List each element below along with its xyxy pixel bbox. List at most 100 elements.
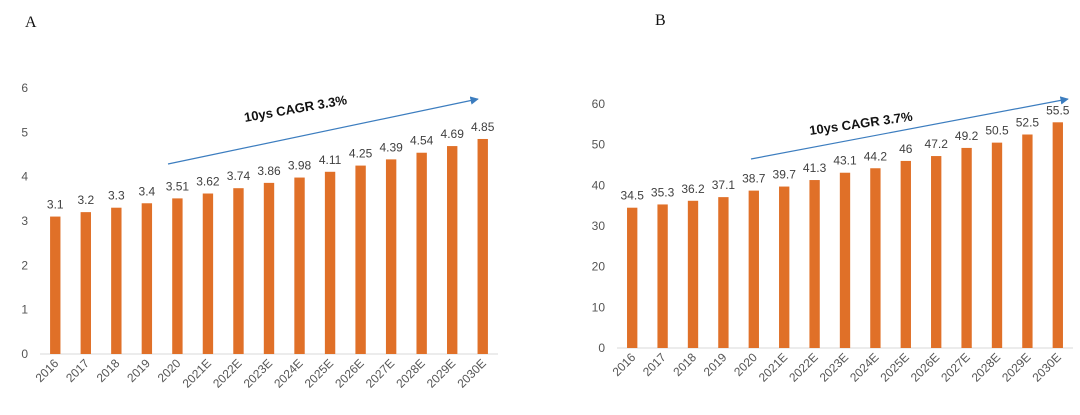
- bar: [447, 146, 458, 354]
- y-tick-label: 6: [21, 81, 28, 95]
- data-label: 55.5: [1046, 103, 1070, 117]
- bar: [657, 204, 668, 348]
- x-tick-label: 2028E: [969, 350, 1003, 384]
- y-tick-label: 60: [592, 97, 606, 111]
- y-tick-label: 50: [592, 138, 606, 152]
- bar: [385, 159, 397, 354]
- x-tick-label: 2016: [33, 356, 62, 385]
- bar: [718, 197, 729, 348]
- x-tick-label: 2027E: [363, 356, 397, 390]
- bar: [263, 182, 275, 354]
- data-label: 3.51: [166, 179, 190, 193]
- data-label: 3.4: [139, 184, 156, 198]
- data-label: 52.5: [1016, 116, 1040, 130]
- x-tick-label: 2029E: [424, 356, 458, 390]
- data-label: 4.39: [379, 140, 403, 154]
- data-label: 3.86: [257, 164, 281, 178]
- y-tick-label: 5: [21, 125, 28, 139]
- data-label: 50.5: [985, 124, 1009, 138]
- x-tick-label: 2024E: [847, 350, 881, 384]
- y-tick-label: 0: [21, 347, 28, 361]
- data-label: 38.7: [742, 172, 766, 186]
- bar: [748, 190, 759, 348]
- data-label: 3.3: [108, 189, 125, 203]
- x-tick-label: 2026E: [332, 356, 366, 390]
- bar: [324, 171, 336, 354]
- bar: [961, 147, 972, 348]
- data-label: 3.62: [196, 175, 220, 189]
- data-label: 43.1: [833, 154, 857, 168]
- x-tick-label: 2029E: [999, 350, 1033, 384]
- data-label: 4.54: [410, 134, 434, 148]
- data-label: 3.1: [47, 198, 64, 212]
- data-label: 3.2: [77, 193, 94, 207]
- y-tick-label: 10: [592, 300, 606, 314]
- x-tick-label: 2023E: [817, 350, 851, 384]
- bar: [839, 172, 851, 348]
- x-tick-label: 2027E: [938, 350, 972, 384]
- data-label: 49.2: [955, 129, 979, 143]
- cagr-arrow: [167, 96, 479, 165]
- y-tick-label: 4: [21, 170, 28, 184]
- bar: [141, 203, 153, 354]
- bar: [809, 180, 820, 348]
- bar: [294, 177, 305, 354]
- data-label: 44.2: [864, 149, 888, 163]
- x-tick-label: 2021E: [180, 356, 214, 390]
- bar: [900, 160, 911, 348]
- y-tick-label: 1: [21, 303, 28, 317]
- bar: [991, 142, 1003, 348]
- chart-a: 0 1 2 3 4 5 6 3.1 2016 3.2 2017 3.3 2018 3.4 2019 3.51 2…: [21, 81, 498, 391]
- panel-b-label: B: [655, 12, 666, 29]
- data-label: 34.5: [621, 189, 645, 203]
- bar: [202, 193, 214, 354]
- cagr-annotation: 10ys CAGR 3.3%: [243, 92, 349, 125]
- y-tick-label: 40: [592, 178, 606, 192]
- x-tick-label: 2023E: [241, 356, 275, 390]
- chart-b: 0 10 20 30 40 50 60 34.5 2016 35.3 2017 36.2 2018 37.…: [592, 96, 1073, 385]
- x-tick-label: 2030E: [454, 356, 488, 390]
- bar: [111, 207, 122, 354]
- y-tick-label: 20: [592, 260, 606, 274]
- x-tick-label: 2022E: [210, 356, 244, 390]
- x-tick-label: 2019: [124, 356, 153, 385]
- x-tick-label: 2022E: [786, 350, 820, 384]
- data-label: 46: [899, 142, 913, 156]
- y-tick-label: 2: [21, 258, 28, 272]
- x-tick-label: 2018: [94, 356, 123, 385]
- x-tick-label: 2019: [701, 350, 730, 379]
- x-tick-label: 2026E: [908, 350, 942, 384]
- data-label: 35.3: [651, 185, 675, 199]
- data-label: 4.25: [349, 147, 373, 161]
- bar: [627, 207, 638, 348]
- bar: [870, 168, 881, 348]
- cagr-arrow: [750, 96, 1069, 160]
- x-tick-label: 2025E: [877, 350, 911, 384]
- bar: [233, 188, 244, 354]
- data-label: 47.2: [925, 137, 949, 151]
- y-tick-label: 3: [21, 214, 28, 228]
- bar: [1022, 134, 1033, 348]
- data-label: 41.3: [803, 161, 827, 175]
- data-label: 4.85: [471, 120, 495, 134]
- bar: [416, 152, 427, 354]
- bar: [172, 198, 183, 354]
- x-tick-label: 2021E: [756, 350, 790, 384]
- x-tick-label: 2028E: [393, 356, 427, 390]
- data-label: 3.98: [288, 159, 312, 173]
- data-label: 4.11: [319, 153, 342, 167]
- data-label: 37.1: [712, 178, 736, 192]
- x-tick-label: 2018: [670, 350, 699, 379]
- cagr-annotation: 10ys CAGR 3.7%: [808, 109, 914, 138]
- x-tick-label: 2025E: [302, 356, 336, 390]
- y-tick-label: 0: [598, 341, 605, 355]
- bar: [779, 186, 790, 348]
- bar: [355, 165, 366, 354]
- y-tick-label: 30: [592, 219, 606, 233]
- bar: [1052, 122, 1063, 348]
- bar: [687, 200, 699, 348]
- x-tick-label: 2017: [63, 356, 92, 385]
- data-label: 4.69: [441, 127, 465, 141]
- bar: [80, 212, 91, 354]
- x-tick-label: 2016: [610, 350, 639, 379]
